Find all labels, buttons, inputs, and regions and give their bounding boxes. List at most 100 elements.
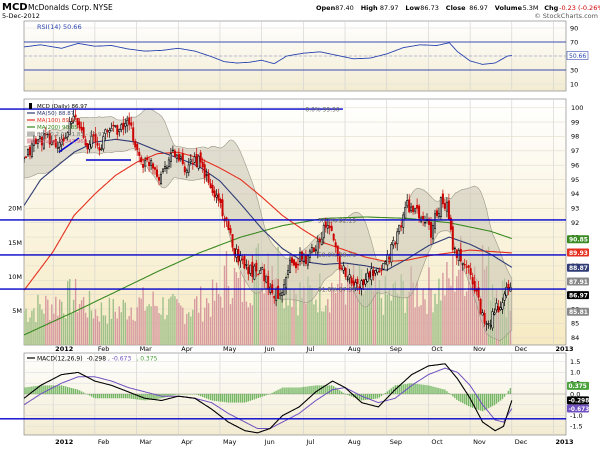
legend-swatch-fill [27,138,35,144]
volume-bar [323,311,325,345]
volume-bar [162,297,164,345]
volume-bar [140,298,142,345]
candle-up [398,224,401,232]
macd-histogram-bar [130,394,132,399]
macd-histogram-bar [281,387,283,394]
candle-down [213,190,216,198]
volume-bar [29,317,31,345]
volume-bar [452,253,454,345]
volume-bar [333,290,335,345]
x-axis-label-middle: Apr [181,345,193,353]
x-axis-label-bottom: 2013 [555,438,573,446]
x-axis-label-bottom: Jun [264,438,275,446]
candle-up [110,128,113,132]
volume-bar [287,305,289,345]
candle-down [211,184,214,193]
macd-histogram-bar [76,389,79,394]
candle-up [404,207,407,219]
macd-histogram-bar [420,384,422,394]
macd-histogram-bar [27,387,29,394]
volume-bar [390,300,392,345]
macd-histogram-bar [59,385,61,394]
candle-down [116,125,119,135]
macd-histogram-bar [329,385,331,394]
candle-up [162,168,165,173]
macd-histogram-bar [291,387,293,394]
macd-histogram-bar [190,394,192,395]
price-value-tag: 88.87 [569,265,588,272]
candle-down [209,183,212,188]
volume-bar [92,318,95,345]
candle-down [294,262,297,269]
macd-histogram-bar [408,383,410,394]
volume-bar [51,304,53,345]
macd-histogram-bar [438,388,440,394]
macd-histogram-bar [90,394,93,397]
candle-down [207,173,210,183]
volume-bar [227,286,230,345]
volume-bar [285,272,287,345]
macd-histogram-bar [430,386,432,394]
candle-up [70,121,73,124]
volume-bar [217,293,220,345]
volume-bar [182,307,184,345]
candle-down [138,152,141,156]
x-axis-label-bottom: Nov [473,438,486,446]
candle-up [179,156,182,159]
volume-bar [245,301,248,345]
candle-down [195,154,198,168]
macd-histogram-bar [251,394,253,401]
candle-down [372,270,375,276]
macd-histogram-bar [158,394,160,399]
macd-histogram-bar [239,394,242,403]
macd-histogram-bar [204,394,206,398]
candle-down [112,124,115,127]
volume-bar [474,266,476,345]
volume-bar [229,304,232,345]
price-axis-tick: 95 [571,176,579,184]
macd-histogram-bar [414,383,416,394]
volume-bar [364,290,367,345]
volume-bar [94,309,97,345]
macd-signal-line [24,367,513,429]
candle-down [273,295,276,299]
volume-bar [146,306,148,345]
candle-down [479,298,482,314]
candle-down [267,275,270,290]
volume-bar [392,283,394,345]
candle-down [471,277,474,285]
volume-bar [299,282,301,345]
candle-down [255,262,258,272]
candle-down [263,269,266,282]
candle-down [177,153,180,161]
candle-down [435,210,438,216]
macd-histogram-bar [344,394,347,395]
x-axis-label-middle: Mar [140,345,153,353]
macd-histogram-bar [257,394,259,398]
macd-histogram-bar [333,386,335,394]
x-axis-label-middle: 2012 [55,345,73,353]
macd-histogram-bar [325,385,327,394]
x-axis-label-middle: Sep [390,345,402,353]
candle-down [469,268,472,275]
volume-bar [104,315,107,345]
volume-bar [283,308,285,345]
volume-bar [194,298,196,345]
candle-up [68,121,71,135]
ohlc-label-close: Close [446,4,466,12]
candle-down [257,273,260,276]
volume-bar [233,267,236,345]
macd-histogram-bar [51,385,53,394]
macd-histogram-bar [57,385,59,394]
macd-histogram-bar [263,394,265,396]
candle-up [235,248,238,258]
price-legend-entry: BB(20,2.0) 91.83 - 87.91 [37,132,105,138]
candle-down [106,130,109,132]
candle-down [352,280,355,286]
volume-bar [98,321,101,345]
volume-bar [114,311,116,345]
volume-bar [458,269,460,345]
candle-up [306,255,309,266]
volume-bar [41,309,43,345]
volume-bar [418,306,420,345]
